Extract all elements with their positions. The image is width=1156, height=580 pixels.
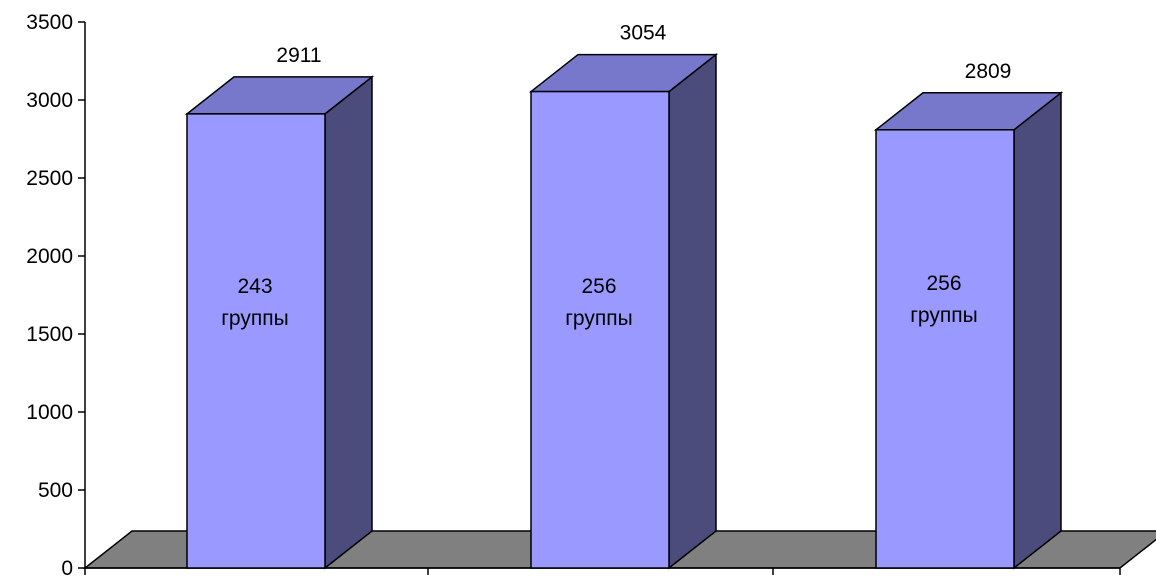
bar-front bbox=[530, 90, 670, 569]
bar-value-label: 2911 bbox=[276, 44, 321, 67]
bar-value-label: 3054 bbox=[620, 22, 667, 45]
bar bbox=[184, 75, 375, 570]
y-tick-label: 0 bbox=[61, 557, 73, 580]
bar-note-label: 243 bbox=[237, 275, 272, 298]
y-tick-label: 3000 bbox=[26, 89, 73, 112]
bar-front bbox=[875, 129, 1015, 569]
bar-value-label: 2809 bbox=[965, 60, 1012, 83]
chart-axes: 0500100015002000250030003500201920202021 bbox=[26, 11, 1121, 580]
y-tick-label: 500 bbox=[38, 479, 73, 502]
y-tick-label: 1500 bbox=[26, 323, 73, 346]
y-tick-label: 3500 bbox=[26, 11, 73, 34]
bar-note-label: группы bbox=[565, 307, 632, 330]
y-tick-label: 2500 bbox=[26, 167, 73, 190]
bar-note-label: 256 bbox=[926, 272, 961, 295]
y-tick-label: 1000 bbox=[26, 401, 73, 424]
bar-side bbox=[668, 53, 717, 570]
bar bbox=[873, 91, 1064, 570]
bar-front bbox=[186, 113, 326, 569]
bar-note-label: группы bbox=[221, 307, 288, 330]
data-labels: 2911 243 группы 3054 256 группы 2809 256 группы bbox=[221, 22, 1011, 330]
bars bbox=[184, 53, 1064, 570]
bar-side bbox=[324, 75, 373, 570]
bar-note-label: группы bbox=[910, 304, 977, 327]
bar-side bbox=[1013, 91, 1062, 570]
bar-note-label: 256 bbox=[581, 275, 616, 298]
bar bbox=[528, 53, 719, 570]
y-tick-label: 2000 bbox=[26, 245, 73, 268]
